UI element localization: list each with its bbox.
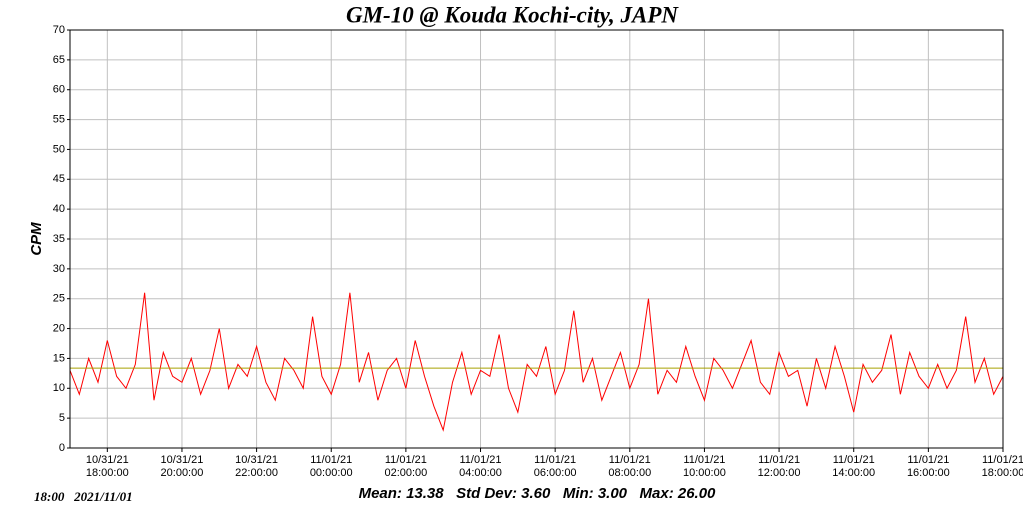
y-axis-label: CPM <box>28 222 45 256</box>
y-tick-label: 35 <box>53 233 65 245</box>
x-tick-label: 11/01/21 16:00:00 <box>906 454 950 479</box>
x-tick-label: 11/01/21 12:00:00 <box>757 454 801 479</box>
x-tick-label: 11/01/21 10:00:00 <box>683 454 726 479</box>
data-line <box>69 292 1004 432</box>
y-tick-label: 70 <box>53 24 65 36</box>
y-tick-label: 5 <box>59 412 65 424</box>
y-tick-label: 20 <box>53 322 65 334</box>
timestamp: 18:00 2021/11/01 <box>34 489 133 504</box>
x-tick-label: 11/01/21 00:00:00 <box>309 454 353 479</box>
x-tick-label: 11/01/21 04:00:00 <box>459 454 502 479</box>
x-tick-label: 10/31/21 18:00:00 <box>85 454 129 479</box>
y-tick-label: 65 <box>53 54 65 66</box>
x-tick-label: 11/01/21 18:00:00 <box>981 454 1023 479</box>
plot-frame <box>69 29 1004 449</box>
y-tick-label: 10 <box>53 382 65 394</box>
chart-title: GM-10 @ Kouda Kochi-city, JAPN <box>346 2 679 27</box>
y-tick-label: 45 <box>53 173 65 185</box>
y-tick-label: 55 <box>53 113 65 125</box>
y-tick-label: 15 <box>53 352 65 364</box>
x-tick-label: 11/01/21 06:00:00 <box>533 454 577 479</box>
x-tick-label: 11/01/21 08:00:00 <box>608 454 652 479</box>
y-tick-label: 0 <box>59 442 65 454</box>
y-tick-label: 40 <box>53 203 65 215</box>
y-tick-label: 25 <box>53 293 65 305</box>
y-tick-label: 30 <box>53 263 65 275</box>
y-tick-label: 60 <box>53 84 65 96</box>
x-tick-label: 10/31/21 22:00:00 <box>235 454 278 479</box>
x-tick-label: 11/01/21 14:00:00 <box>832 454 876 479</box>
stats: Mean: 13.38 Std Dev: 3.60 Min: 3.00 Max:… <box>359 485 716 502</box>
x-tick-label: 11/01/21 02:00:00 <box>384 454 428 479</box>
x-tick-label: 10/31/21 20:00:00 <box>160 454 204 479</box>
y-tick-label: 50 <box>53 143 65 155</box>
